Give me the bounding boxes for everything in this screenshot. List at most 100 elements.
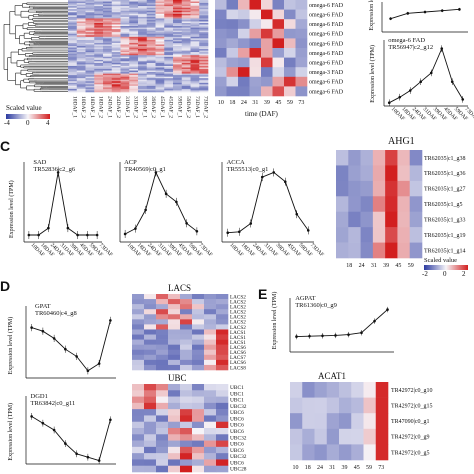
heatmap-cell (168, 314, 181, 320)
heatmap-cell (146, 23, 156, 25)
heatmap-cell (132, 440, 145, 448)
heatmap-cell (103, 10, 113, 13)
data-point (419, 80, 423, 84)
heatmap-cell (181, 72, 191, 74)
heatmap-cell (146, 78, 156, 81)
heatmap-cell (173, 6, 183, 8)
heatmap-cell (76, 72, 86, 74)
heatmap-cell (129, 6, 139, 8)
heatmap-cell (190, 21, 200, 24)
ubc-heatmap (132, 384, 229, 473)
heatmap-cell (129, 15, 139, 18)
heatmap-cell (180, 319, 193, 325)
heatmap-cell (94, 53, 104, 56)
data-point (52, 337, 56, 340)
heatmap-cell (180, 309, 193, 315)
heatmap-cell (199, 82, 209, 85)
heatmap-cell (181, 1, 191, 4)
row-label: LACS2 (230, 299, 246, 305)
heatmap-cell (314, 428, 328, 445)
heatmap-cell (181, 84, 191, 87)
heatmap-cell (173, 13, 183, 16)
heatmap-cell (146, 24, 156, 27)
heatmap-cell (68, 61, 78, 64)
heatmap-cell (155, 6, 165, 8)
heatmap-cell (85, 29, 95, 31)
heatmap-cell (164, 62, 174, 65)
heatmap-cell (155, 38, 165, 41)
row-label: UBC6 (230, 410, 244, 416)
y-axis-title: Expression level (TPM) (7, 317, 14, 375)
heatmap-cell (204, 339, 217, 345)
heatmap-cell (261, 57, 273, 68)
heatmap-cell (290, 444, 303, 461)
heatmap-cell (132, 409, 145, 416)
heatmap-cell (295, 9, 308, 20)
heatmap-cell (132, 459, 145, 467)
heatmap-cell (360, 211, 374, 228)
heatmap-cell (216, 384, 229, 391)
heatmap-cell (68, 46, 78, 48)
heatmap-cell (155, 67, 165, 70)
heatmap-cell (199, 44, 209, 47)
heatmap-cell (76, 79, 86, 82)
heatmap-cell (216, 459, 229, 467)
data-point (64, 347, 67, 351)
heatmap-cell (215, 57, 227, 68)
heatmap-cell (138, 81, 148, 84)
heatmap-cell (190, 27, 200, 30)
heatmap-cell (120, 18, 130, 21)
heatmap-cell (94, 30, 104, 33)
heatmap-cell (129, 23, 139, 25)
heatmap-cell (199, 53, 209, 56)
chart-title: omega-6 FAD (388, 37, 425, 44)
heatmap-cell (363, 444, 377, 461)
heatmap-cell (295, 19, 308, 30)
heatmap-cell (138, 64, 148, 67)
heatmap-cell (94, 67, 104, 70)
heatmap-cell (363, 428, 377, 445)
heatmap-cell (180, 354, 193, 361)
heatmap-cell (204, 440, 217, 448)
chart-title: DGD1 (31, 393, 48, 400)
heatmap-cell (132, 359, 145, 366)
heatmap-cell (94, 38, 104, 41)
heatmap-cell (190, 61, 200, 64)
heatmap-cell (129, 13, 139, 16)
heatmap-cell (76, 26, 86, 28)
heatmap-cell (103, 75, 113, 77)
heatmap-cell (216, 324, 229, 330)
heatmap-cell (284, 0, 296, 10)
heatmap-cell (192, 339, 205, 345)
heatmap-cell (132, 465, 145, 473)
row-label: TR42972|c0_g9 (391, 435, 430, 441)
heatmap-cell (76, 75, 86, 77)
heatmap-cell (284, 48, 296, 58)
heatmap-cell (199, 0, 209, 2)
heatmap-cell (146, 73, 156, 76)
heatmap-cell (155, 81, 165, 84)
heatmap-cell (76, 76, 86, 79)
heatmap-cell (173, 7, 183, 10)
heatmap-cell (199, 18, 209, 21)
heatmap-cell (173, 12, 183, 15)
data-point (249, 222, 253, 225)
heatmap-cell (173, 9, 183, 12)
heatmap-cell (120, 27, 130, 30)
heatmap-cell (238, 48, 250, 58)
heatmap-cell (168, 319, 181, 325)
heatmap-cell (111, 19, 121, 22)
x-tick-label: 45 (275, 100, 281, 106)
heatmap-cell (155, 87, 165, 90)
heatmap-cell (120, 1, 130, 4)
heatmap-cell (146, 47, 156, 50)
heatmap-cell (181, 42, 191, 45)
heatmap-cell (164, 32, 174, 35)
heatmap-cell (146, 88, 156, 91)
heatmap-cell (173, 87, 183, 90)
heatmap-cell (397, 227, 411, 243)
heatmap-cell (120, 65, 130, 68)
heatmap-cell (314, 413, 328, 430)
heatmap-cell (103, 58, 113, 61)
heatmap-cell (85, 16, 95, 19)
